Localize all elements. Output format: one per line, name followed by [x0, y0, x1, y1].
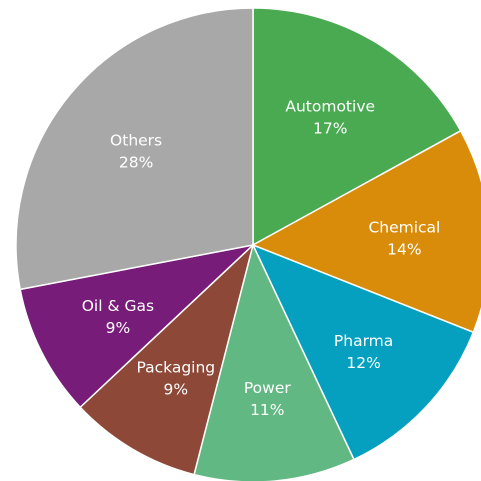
pie-slice-chemical [251, 129, 481, 334]
pie-slices [15, 7, 481, 481]
pie-slice-packaging [79, 242, 255, 476]
slice-value-pharma: 12% [346, 354, 380, 372]
slice-label-power: Power [244, 379, 291, 397]
pie-slice-pharma [251, 243, 475, 461]
pie-slice-oil-gas [19, 243, 256, 409]
slice-label-chemical: Chemical [368, 219, 440, 237]
slice-label-automotive: Automotive [285, 97, 375, 115]
slice-value-chemical: 14% [387, 241, 421, 259]
slice-label-others: Others [110, 131, 162, 149]
slice-value-others: 28% [119, 153, 153, 171]
slice-value-automotive: 17% [313, 119, 347, 137]
slice-value-oil-gas: 9% [106, 319, 131, 337]
slice-value-packaging: 9% [164, 381, 189, 399]
slice-label-pharma: Pharma [334, 332, 393, 350]
pie-labels: Automotive 17% Chemical 14% Pharma 12% Power 11… [82, 97, 441, 419]
pie-slice-automotive [252, 7, 462, 247]
slice-label-oil-gas: Oil & Gas [82, 297, 154, 315]
slice-label-packaging: Packaging [136, 359, 215, 377]
slice-value-power: 11% [250, 401, 284, 419]
pie-slice-others [15, 7, 254, 291]
